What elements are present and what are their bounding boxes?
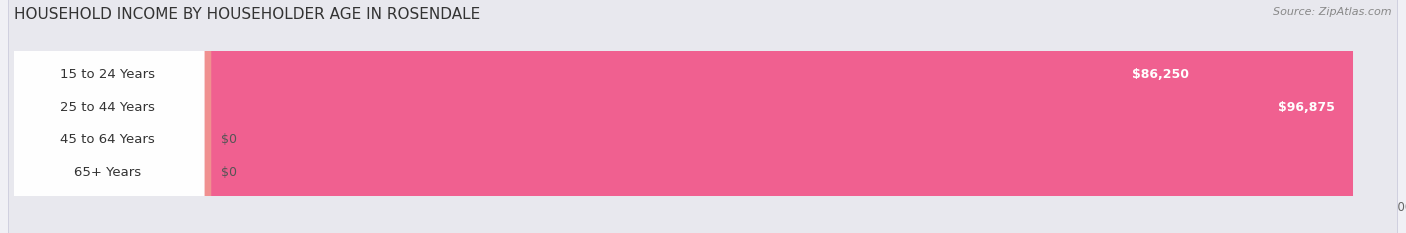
Text: $86,250: $86,250 bbox=[1132, 68, 1188, 81]
FancyBboxPatch shape bbox=[10, 0, 204, 233]
Text: $96,875: $96,875 bbox=[1278, 101, 1336, 113]
Text: 15 to 24 Years: 15 to 24 Years bbox=[59, 68, 155, 81]
FancyBboxPatch shape bbox=[10, 0, 1353, 233]
FancyBboxPatch shape bbox=[8, 0, 1398, 233]
FancyBboxPatch shape bbox=[8, 0, 1398, 233]
FancyBboxPatch shape bbox=[8, 0, 1398, 233]
Text: 25 to 44 Years: 25 to 44 Years bbox=[59, 101, 155, 113]
FancyBboxPatch shape bbox=[10, 0, 204, 233]
Text: HOUSEHOLD INCOME BY HOUSEHOLDER AGE IN ROSENDALE: HOUSEHOLD INCOME BY HOUSEHOLDER AGE IN R… bbox=[14, 7, 481, 22]
FancyBboxPatch shape bbox=[10, 0, 204, 233]
FancyBboxPatch shape bbox=[10, 0, 211, 233]
FancyBboxPatch shape bbox=[10, 0, 204, 233]
Text: 65+ Years: 65+ Years bbox=[73, 166, 141, 179]
Text: Source: ZipAtlas.com: Source: ZipAtlas.com bbox=[1274, 7, 1392, 17]
Text: $0: $0 bbox=[221, 166, 236, 179]
FancyBboxPatch shape bbox=[10, 0, 1206, 233]
FancyBboxPatch shape bbox=[8, 0, 1398, 233]
FancyBboxPatch shape bbox=[10, 0, 211, 233]
Text: 45 to 64 Years: 45 to 64 Years bbox=[59, 134, 155, 146]
Text: $0: $0 bbox=[221, 134, 236, 146]
